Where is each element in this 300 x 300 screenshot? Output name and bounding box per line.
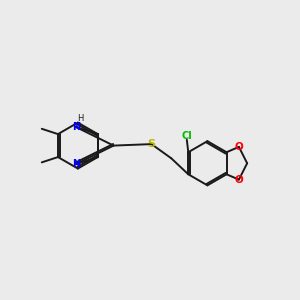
Text: H: H	[77, 114, 83, 123]
Text: O: O	[235, 175, 243, 184]
Text: O: O	[235, 142, 243, 152]
Text: Cl: Cl	[182, 131, 192, 141]
Text: S: S	[148, 139, 155, 149]
Text: N: N	[72, 122, 80, 132]
Text: N: N	[72, 159, 80, 169]
